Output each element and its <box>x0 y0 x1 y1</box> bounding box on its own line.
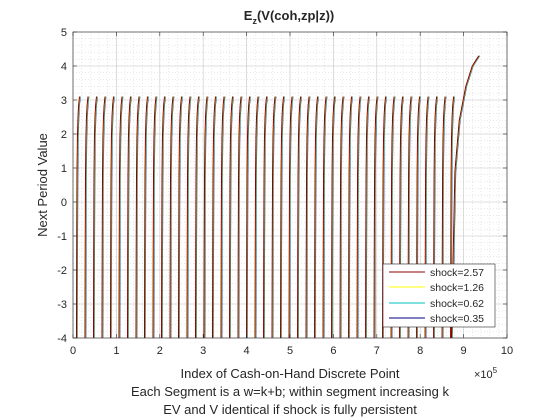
x-tick-label: 3 <box>200 345 206 357</box>
series-path <box>75 55 480 339</box>
legend-box <box>382 263 496 328</box>
x-axis: 0 1 2 3 4 5 6 7 8 9 10 <box>70 32 513 357</box>
y-tick-label: 0 <box>61 197 67 209</box>
y-tick-label: -2 <box>57 265 67 277</box>
series-line <box>75 55 480 339</box>
x-axis-multiplier: ×105 <box>474 366 498 381</box>
y-tick-label: 5 <box>61 27 67 39</box>
legend-label: shock=2.57 <box>430 267 484 279</box>
legend-label: shock=0.62 <box>430 298 484 310</box>
x-tick-label: 5 <box>287 345 293 357</box>
y-tick-label: -3 <box>57 299 67 311</box>
x-tick-label: 2 <box>157 345 163 357</box>
legend-label: shock=0.35 <box>430 313 484 325</box>
y-axis: -4 -3 -2 -1 0 1 2 3 4 5 <box>57 27 507 345</box>
legend-entry: shock=2.57 <box>389 267 484 279</box>
y-axis-label: Next Period Value <box>35 133 50 237</box>
y-tick-label: 4 <box>61 61 67 73</box>
legend-label: shock=1.26 <box>430 282 484 294</box>
legend: shock=2.57 shock=1.26 shock=0.62 shock=0… <box>382 263 496 328</box>
series-lines <box>75 55 480 339</box>
y-tick-label: 1 <box>61 163 67 175</box>
x-tick-label: 6 <box>330 345 336 357</box>
x-tick-label: 8 <box>417 345 423 357</box>
legend-entry: shock=0.62 <box>389 298 484 310</box>
y-tick-label: -4 <box>57 333 67 345</box>
x-tick-label: 0 <box>70 345 76 357</box>
plot-area: 0 1 2 3 4 5 6 7 8 9 10 -4 -3 -2 -1 0 1 2 3 4 5 <box>57 27 513 357</box>
x-tick-label: 4 <box>244 345 250 357</box>
x-axis-label-line3: EV and V identical if shock is fully per… <box>163 402 417 417</box>
legend-entry: shock=1.26 <box>389 282 484 294</box>
title-subscript: z <box>252 16 257 26</box>
x-tick-label: 1 <box>113 345 119 357</box>
y-tick-label: 3 <box>61 95 67 107</box>
y-tick-label: -1 <box>57 231 67 243</box>
x-tick-label: 9 <box>461 345 467 357</box>
x-tick-label: 10 <box>501 345 513 357</box>
x-tick-label: 7 <box>374 345 380 357</box>
legend-entry: shock=0.35 <box>389 313 484 325</box>
x-axis-label-line2: Each Segment is a w=k+b; within segment … <box>131 384 449 399</box>
x-axis-label: Index of Cash-on-Hand Discrete Point <box>181 366 400 381</box>
y-tick-label: 2 <box>61 129 67 141</box>
chart-title: Ez(V(coh,zp|z)) <box>244 8 334 26</box>
